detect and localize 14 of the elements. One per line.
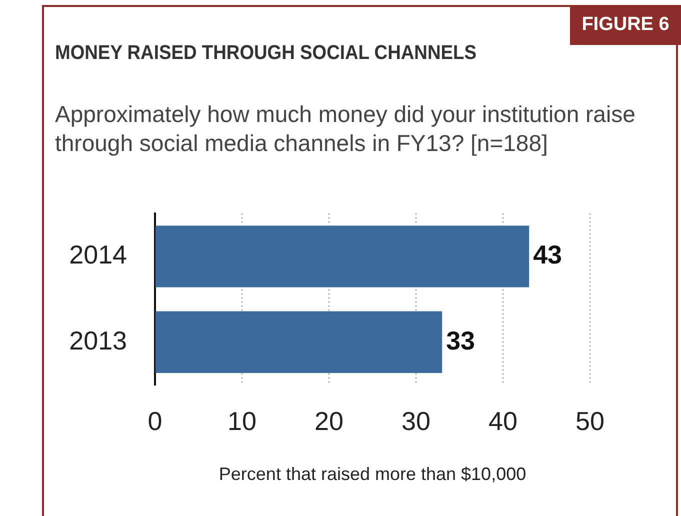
chart-title: MONEY RAISED THROUGH SOCIAL CHANNELS [55,42,477,65]
x-axis-title: Percent that raised more than $10,000 [218,464,526,484]
x-tick-label: 30 [402,406,430,436]
data-label: 33 [446,325,476,356]
caption: FIGURE 6 [570,5,681,45]
x-tick-label: 20 [314,406,344,436]
x-tick-label: 10 [228,406,256,436]
x-tick-label: 40 [488,406,518,436]
data-label: 43 [533,240,562,270]
x-tick-label: 50 [576,406,604,436]
y-tick-label: 2014 [69,240,127,270]
chart-subtitle: Approximately how much money did your institution raise through social media channels in FY13? [n=188] [55,100,636,158]
x-tick-label: 0 [148,406,162,436]
y-tick-label: 2013 [69,325,127,356]
